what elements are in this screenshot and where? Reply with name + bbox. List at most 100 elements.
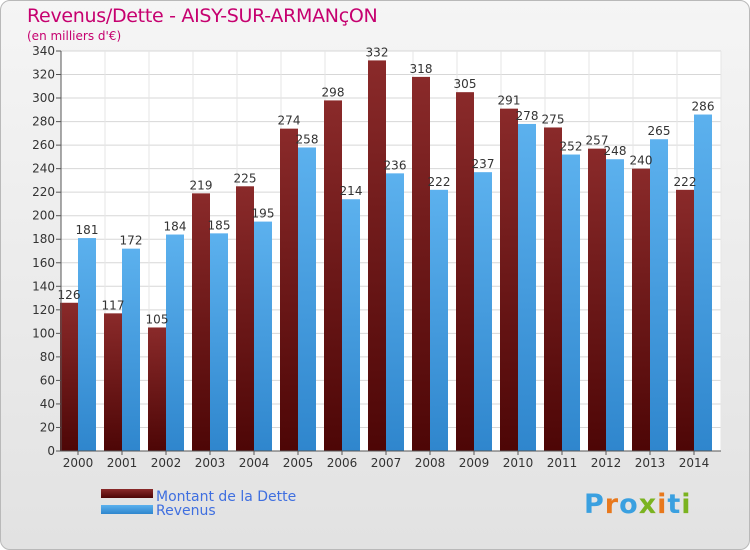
logo-letter: i [681, 489, 692, 520]
data-label-dette: 305 [454, 77, 477, 91]
legend-swatch-revenus [101, 505, 153, 514]
x-tick-label: 2001 [107, 456, 138, 470]
bar-revenus [430, 189, 448, 451]
bar-revenus [210, 233, 228, 451]
x-tick-label: 2009 [459, 456, 490, 470]
bar-revenus [386, 173, 404, 451]
data-label-dette: 240 [630, 154, 653, 168]
x-tick-label: 2012 [591, 456, 622, 470]
legend-label-dette: Montant de la Dette [156, 489, 296, 505]
data-label-revenus: 278 [516, 109, 539, 123]
bar-revenus [78, 238, 96, 451]
data-label-dette: 291 [498, 94, 521, 108]
y-tick-label: 300 [32, 91, 55, 105]
data-label-revenus: 236 [384, 158, 407, 172]
axes: 0 20 40 60 80 100 120 140 160 180 200 220 240 260 280 3… [32, 44, 721, 470]
x-tick-label: 2010 [503, 456, 534, 470]
bars [60, 60, 712, 452]
x-tick-label: 2014 [679, 456, 710, 470]
logo-letter: x [638, 489, 658, 520]
data-label-dette: 105 [146, 312, 169, 326]
data-label-revenus: 265 [648, 124, 671, 138]
bar-dette [60, 302, 78, 451]
data-label-revenus: 214 [340, 184, 363, 198]
bar-revenus [518, 123, 536, 452]
bar-revenus [298, 147, 316, 451]
y-tick-label: 80 [40, 350, 55, 364]
x-tick-label: 2011 [547, 456, 578, 470]
data-label-dette: 274 [278, 114, 301, 128]
y-tick-label: 180 [32, 232, 55, 246]
bar-dette [192, 193, 210, 451]
chart-subtitle: (en milliers d'€) [27, 29, 122, 43]
bar-revenus [474, 172, 492, 452]
x-tick-label: 2000 [63, 456, 94, 470]
logo-letter: P [584, 489, 605, 520]
y-tick-label: 40 [40, 397, 55, 411]
x-tick-label: 2007 [371, 456, 402, 470]
data-label-revenus: 258 [296, 132, 319, 146]
data-label-revenus: 222 [428, 175, 451, 189]
chart-title: Revenus/Dette - AISY-SUR-ARMANçON [27, 5, 378, 27]
data-label-revenus: 184 [164, 220, 187, 234]
y-tick-label: 20 [40, 420, 55, 434]
y-tick-label: 0 [47, 444, 55, 458]
bar-dette [456, 92, 474, 452]
x-tick-label: 2003 [195, 456, 226, 470]
data-label-revenus: 252 [560, 140, 583, 154]
bar-revenus [122, 248, 140, 451]
data-label-revenus: 181 [76, 223, 99, 237]
bar-dette [148, 327, 166, 451]
y-tick-label: 280 [32, 115, 55, 129]
y-tick-label: 160 [32, 256, 55, 270]
data-label-dette: 257 [586, 134, 609, 148]
y-tick-label: 320 [32, 68, 55, 82]
proxiti-logo: Proxiti [584, 489, 692, 520]
y-tick-label: 340 [32, 44, 55, 58]
data-label-dette: 318 [410, 62, 433, 76]
bar-dette [544, 127, 562, 452]
logo-letter: t [667, 489, 682, 520]
bar-revenus [166, 234, 184, 451]
bar-dette [104, 313, 122, 451]
bar-dette [412, 76, 430, 451]
bar-dette [500, 108, 518, 451]
y-tick-label: 140 [32, 279, 55, 293]
data-label-revenus: 185 [208, 218, 231, 232]
y-tick-label: 220 [32, 185, 55, 199]
bar-dette [324, 100, 342, 451]
legend-swatch-dette [101, 489, 153, 498]
y-tick-label: 120 [32, 303, 55, 317]
y-tick-label: 60 [40, 373, 55, 387]
x-tick-label: 2004 [239, 456, 270, 470]
bar-dette [588, 148, 606, 451]
x-tick-label: 2008 [415, 456, 446, 470]
data-label-revenus: 237 [472, 157, 495, 171]
data-label-revenus: 248 [604, 144, 627, 158]
data-label-dette: 225 [234, 171, 257, 185]
data-label-dette: 275 [542, 112, 565, 126]
data-label-dette: 298 [322, 85, 345, 99]
bar-revenus [694, 114, 712, 451]
data-labels: 126 181 117 172 105 184 219 185 225 195 274 258 298 2… [58, 45, 715, 326]
logo-letter: i [657, 489, 668, 520]
bar-revenus [342, 199, 360, 451]
logo-letter: o [619, 489, 639, 520]
data-label-revenus: 195 [252, 207, 275, 221]
data-label-dette: 219 [190, 178, 213, 192]
bar-revenus [254, 221, 272, 451]
x-tick-label: 2002 [151, 456, 182, 470]
bar-dette [676, 189, 694, 451]
y-tick-label: 100 [32, 326, 55, 340]
x-tick-label: 2006 [327, 456, 358, 470]
logo-letter: r [604, 489, 620, 520]
x-tick-label: 2013 [635, 456, 666, 470]
bar-dette [236, 186, 254, 451]
bar-dette [368, 60, 386, 451]
bar-revenus [650, 139, 668, 451]
data-label-revenus: 172 [120, 234, 143, 248]
bar-revenus [606, 159, 624, 451]
x-tick-label: 2005 [283, 456, 314, 470]
